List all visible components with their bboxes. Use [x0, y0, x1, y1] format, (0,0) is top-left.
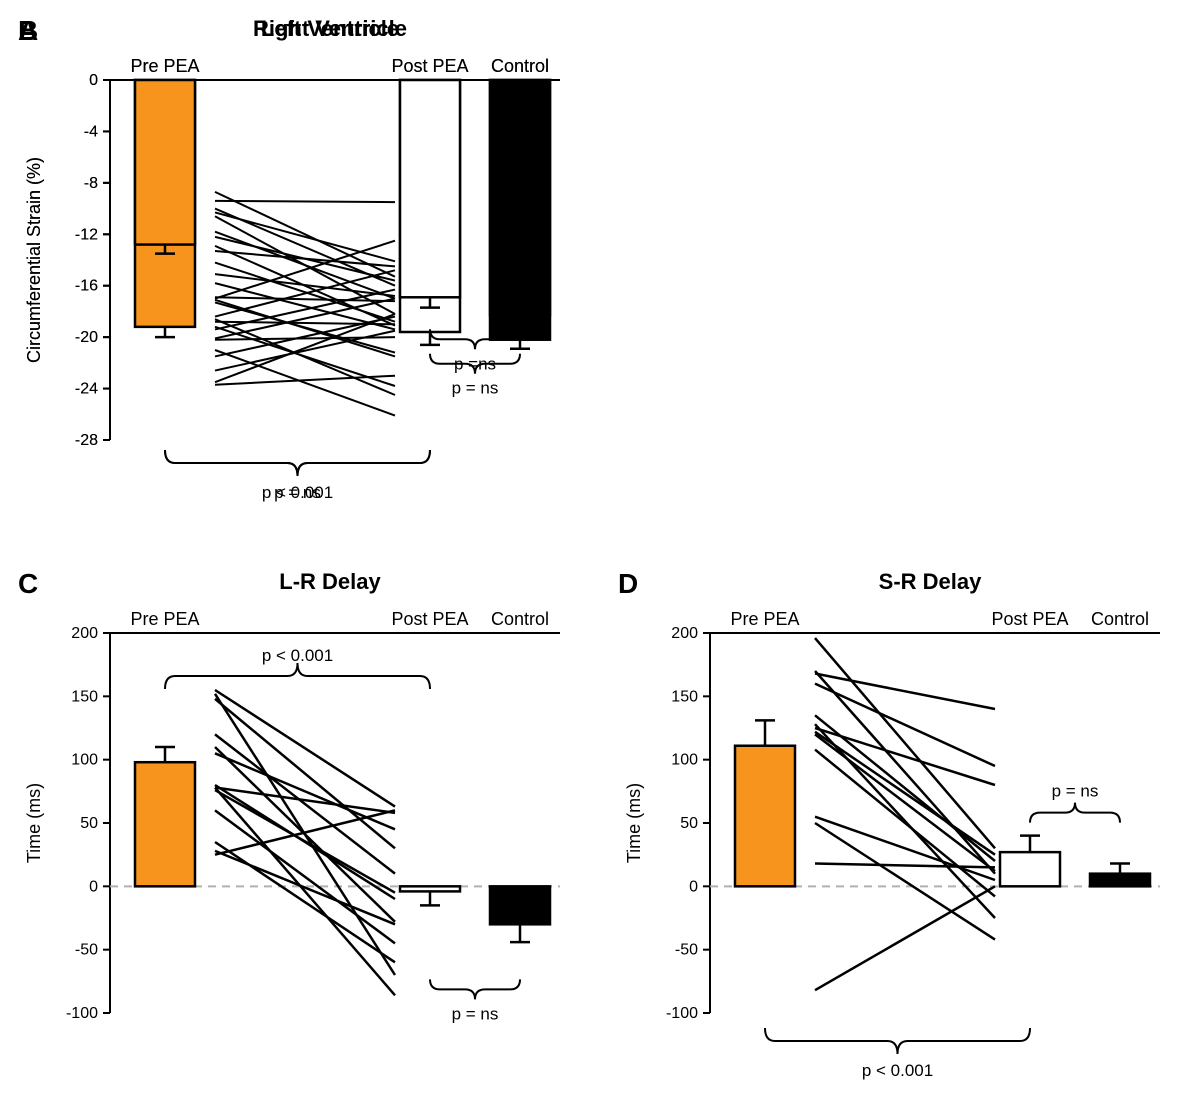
bar — [135, 80, 195, 245]
paired-line — [215, 690, 395, 807]
panel-label-c: C — [18, 568, 38, 599]
panel-c-title: L-R Delay — [279, 569, 381, 594]
panel-d-svg: D S-R Delay Pre PEA Post PEA Control 200… — [600, 553, 1200, 1106]
figure-root: A Left Ventricle Pre PEA Post PEA Contro… — [0, 0, 1200, 1106]
svg-text:-100: -100 — [66, 1005, 98, 1022]
panel-b-label-post: Post PEA — [391, 56, 468, 76]
panel-label-b: B — [18, 15, 38, 46]
bar — [135, 762, 195, 886]
svg-text:50: 50 — [680, 815, 698, 832]
svg-text:150: 150 — [71, 688, 98, 705]
svg-text:0: 0 — [89, 72, 98, 89]
panel-b: B Right Ventricle Pre PEA Post PEA Contr… — [0, 0, 600, 553]
panel-d-label-pre: Pre PEA — [730, 609, 799, 629]
svg-text:200: 200 — [671, 625, 698, 642]
p-value: p =ns — [454, 354, 496, 373]
bar — [490, 80, 550, 315]
bar — [1090, 874, 1150, 887]
panel-c-label-ctrl: Control — [491, 609, 549, 629]
panel-c: C L-R Delay Pre PEA Post PEA Control 200… — [0, 553, 600, 1106]
panel-c-plot: 200 150 100 50 0 -50 -100 p < 0.001 p = ns — [66, 625, 560, 1023]
panel-b-svg: B Right Ventricle Pre PEA Post PEA Contr… — [0, 0, 600, 553]
bar — [1000, 852, 1060, 886]
panel-b-ylabel: Circumferential Strain (%) — [24, 157, 44, 363]
svg-text:-50: -50 — [75, 942, 98, 959]
panel-b-label-ctrl: Control — [491, 56, 549, 76]
panel-d-plot: 200 150 100 50 0 -50 -100 p < 0.001 p = ns — [666, 625, 1160, 1080]
panel-c-label-post: Post PEA — [391, 609, 468, 629]
paired-line — [815, 864, 995, 868]
paired-line — [815, 728, 995, 785]
p-value: p < 0.001 — [862, 1061, 933, 1080]
bar — [490, 886, 550, 924]
paired-line — [215, 851, 395, 924]
panel-c-svg: C L-R Delay Pre PEA Post PEA Control 200… — [0, 553, 600, 1106]
paired-line — [215, 232, 395, 299]
bar — [735, 746, 795, 887]
svg-text:50: 50 — [80, 815, 98, 832]
panel-d: D S-R Delay Pre PEA Post PEA Control 200… — [600, 553, 1200, 1106]
svg-text:-20: -20 — [75, 329, 98, 346]
paired-line — [815, 732, 995, 855]
svg-text:150: 150 — [671, 688, 698, 705]
panel-d-label-ctrl: Control — [1091, 609, 1149, 629]
paired-line — [215, 201, 395, 202]
svg-text:200: 200 — [71, 625, 98, 642]
svg-text:-24: -24 — [75, 381, 98, 398]
svg-text:-16: -16 — [75, 278, 98, 295]
panel-b-title: Right Ventricle — [253, 16, 407, 41]
svg-text:0: 0 — [689, 878, 698, 895]
bar — [400, 80, 460, 297]
p-value: p = ns — [1052, 782, 1099, 801]
svg-text:100: 100 — [671, 752, 698, 769]
paired-line — [815, 674, 995, 709]
paired-line — [215, 263, 395, 322]
svg-text:-8: -8 — [84, 175, 98, 192]
panel-c-label-pre: Pre PEA — [130, 609, 199, 629]
p-value: p < 0.001 — [262, 646, 333, 665]
panel-label-d: D — [618, 568, 638, 599]
paired-line — [815, 638, 995, 848]
svg-text:0: 0 — [89, 878, 98, 895]
bar — [400, 886, 460, 891]
svg-text:100: 100 — [71, 752, 98, 769]
svg-text:-100: -100 — [666, 1005, 698, 1022]
panel-b-label-pre: Pre PEA — [130, 56, 199, 76]
paired-line — [215, 842, 395, 962]
p-value: p < 0.001 — [262, 483, 333, 502]
paired-line — [215, 300, 395, 357]
panel-b-plot: 0 -4 -8 -12 -16 -20 -24 -28 p < 0.001 p =ns — [75, 72, 560, 502]
paired-line — [815, 886, 995, 990]
paired-line — [815, 817, 995, 880]
paired-line — [215, 734, 395, 873]
panel-d-label-post: Post PEA — [991, 609, 1068, 629]
svg-text:-12: -12 — [75, 226, 98, 243]
svg-text:-50: -50 — [675, 942, 698, 959]
panel-c-ylabel: Time (ms) — [24, 783, 44, 863]
svg-text:-4: -4 — [84, 123, 98, 140]
panel-d-ylabel: Time (ms) — [624, 783, 644, 863]
panel-d-title: S-R Delay — [879, 569, 982, 594]
svg-text:-28: -28 — [75, 432, 98, 449]
p-value: p = ns — [452, 1004, 499, 1023]
